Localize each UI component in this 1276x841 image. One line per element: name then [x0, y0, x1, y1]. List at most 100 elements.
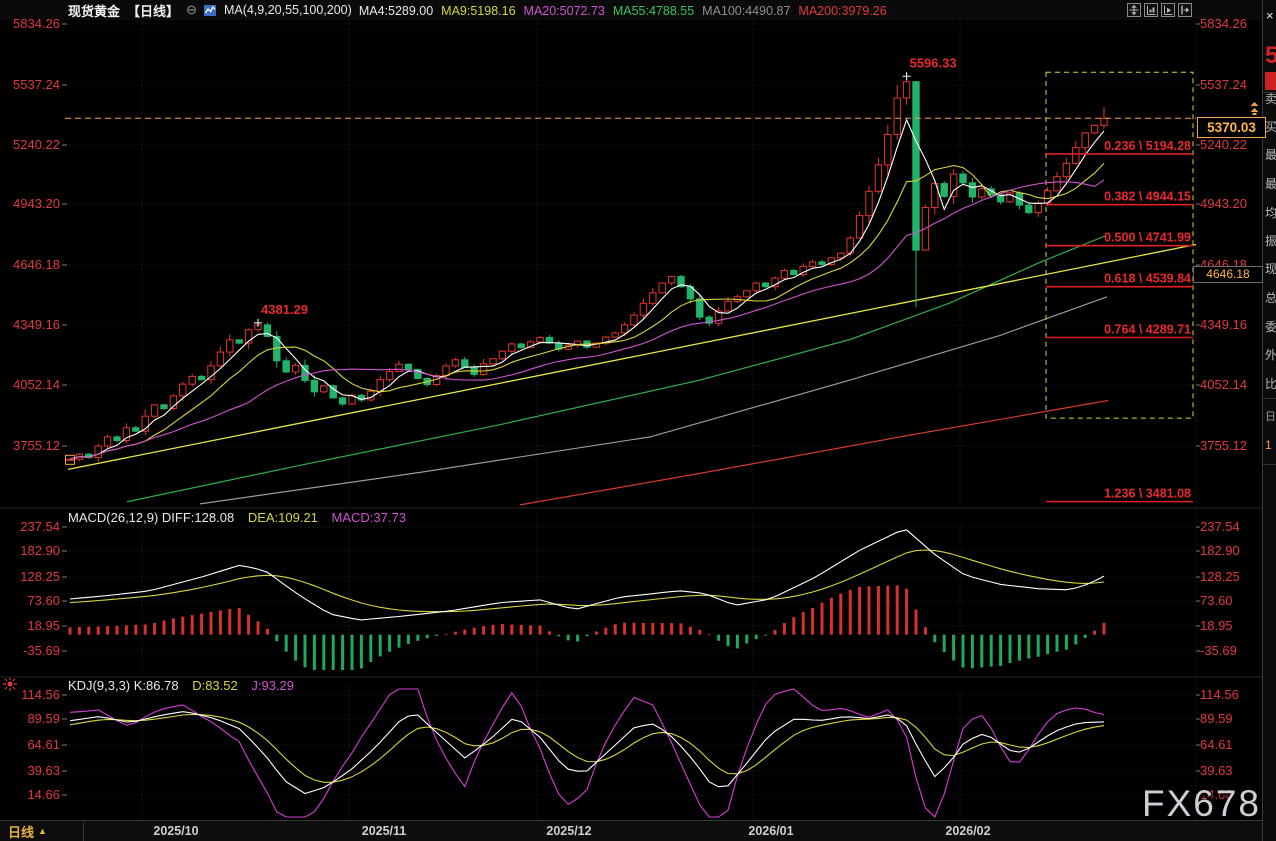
- close-icon[interactable]: ×: [1266, 8, 1274, 23]
- ma-group-label: MA(4,9,20,55,100,200): [223, 3, 352, 17]
- divider: [1263, 92, 1276, 93]
- time-axis-label: 2026/01: [748, 824, 794, 838]
- main-panel: [66, 71, 1196, 506]
- macd-axis-label: 128.25: [20, 569, 60, 584]
- price-up-arrow-icon: [1247, 101, 1262, 121]
- diff-line: [69, 529, 1105, 621]
- macd-dea-value: DEA:109.21: [247, 510, 318, 525]
- price-axis-label: 5240.22: [13, 137, 60, 152]
- kdj-axis-label: 14.66: [27, 787, 60, 802]
- anchor-price-tag: 4646.18: [1193, 266, 1263, 283]
- fib-label: 0.382 \ 4944.15: [1104, 190, 1191, 204]
- high-cross-marker: [902, 72, 911, 81]
- price-axis-label: 5240.22: [1200, 137, 1247, 152]
- ma20-line: [69, 179, 1105, 460]
- price-axis-label: 3755.12: [1200, 438, 1247, 453]
- price-axis-label: 4349.16: [1200, 317, 1247, 332]
- divider: [1263, 464, 1276, 465]
- quote-field-label-clipped: 总: [1265, 291, 1276, 305]
- trendline: [67, 243, 1196, 471]
- axis-pan-icon[interactable]: [1144, 3, 1158, 17]
- kdj-axis-label: 114.56: [1200, 687, 1239, 702]
- ma-values: MA4:5289.00 MA9:5198.16 MA20:5072.73 MA55:4…: [359, 3, 895, 18]
- gridlines: [0, 21, 1262, 819]
- fib-label: 0.764 \ 4289.71: [1104, 322, 1191, 336]
- ma-legend-value: MA9:5198.16: [441, 3, 516, 18]
- macd-axis-label: 73.60: [1200, 593, 1233, 608]
- macd-axis-label: 128.25: [1200, 569, 1240, 584]
- time-axis-label: 2025/12: [546, 824, 592, 838]
- high-price-label: 4381.29: [261, 302, 308, 317]
- kdj-axis-label: 64.61: [27, 737, 60, 752]
- chart-toolbar: [1127, 3, 1192, 17]
- macd-header: MACD(26,12,9) DIFF:128.08 DEA:109.21 MAC…: [68, 510, 416, 525]
- quote-field-label-clipped: 均: [1265, 206, 1276, 220]
- price-axis-label: 4646.18: [13, 257, 60, 272]
- macd-axis-label: -35.69: [1200, 643, 1237, 658]
- collapse-icon[interactable]: ⊖: [186, 2, 197, 17]
- ma-legend-value: MA55:4788.55: [612, 3, 695, 18]
- ma200-line: [519, 399, 1109, 506]
- candles-layer: [66, 72, 1108, 462]
- ma55-line: [126, 235, 1106, 503]
- symbol-title: 现货黄金: [68, 3, 121, 19]
- macd-value: MACD:37.73: [331, 510, 406, 525]
- macd-panel: [68, 529, 1106, 670]
- kdj-axis-label: 114.56: [21, 687, 60, 702]
- macd-axis-label: 237.54: [20, 519, 60, 534]
- quote-field-label-clipped: 现: [1265, 262, 1276, 276]
- quote-field-label-clipped: 外: [1265, 348, 1276, 362]
- goto-latest-icon[interactable]: [1178, 3, 1192, 17]
- quote-field-label-clipped: 最: [1265, 148, 1276, 162]
- price-axis-label: 5537.24: [1200, 77, 1247, 92]
- period-dropdown-arrow: ▲: [38, 826, 47, 836]
- period-selector[interactable]: 日线 ▲: [0, 821, 84, 841]
- divider: [1263, 398, 1276, 399]
- quote-sub-label: 日: [1265, 411, 1276, 423]
- high-price-label: 5596.33: [910, 55, 957, 70]
- fib-levels: 0.236 \ 5194.28 0.382 \ 4944.15 0.500 \ 47…: [65, 55, 1196, 503]
- ma-legend-value: MA20:5072.73: [523, 3, 605, 18]
- macd-axis-label: -35.69: [23, 643, 60, 658]
- last-price-tag: 5370.03: [1197, 117, 1266, 138]
- kdj-axis-label: 14.66: [1200, 787, 1233, 802]
- watermark: FX678: [1142, 783, 1262, 824]
- ma-legend-value: MA4:5289.00: [358, 3, 434, 18]
- period-label: 日线: [8, 824, 35, 840]
- price-axis-label: 5834.26: [13, 16, 60, 31]
- fib-label: 1.236 \ 3481.08: [1104, 487, 1191, 501]
- quote-field-label-clipped: 比: [1265, 377, 1276, 391]
- alert-sun-icon[interactable]: [2, 676, 18, 697]
- period-tag: 【日线】: [127, 3, 180, 19]
- price-axis-label: 3755.12: [13, 438, 60, 453]
- price-axis-label: 5834.26: [1200, 16, 1247, 31]
- price-axis-label: 4052.14: [13, 377, 60, 392]
- chart-type-icon[interactable]: [203, 4, 217, 17]
- ma-legend-value: MA100:4490.87: [702, 3, 791, 18]
- k-line: [69, 711, 1105, 795]
- price-axis-label: 4349.16: [13, 317, 60, 332]
- dea-line: [69, 549, 1105, 613]
- quote-field-label-clipped: 振: [1265, 234, 1276, 248]
- ma-legend-value: MA200:3979.26: [798, 3, 887, 18]
- quote-sub-value: 1: [1265, 438, 1272, 452]
- time-axis-label: 2025/10: [153, 824, 199, 838]
- kdj-j-value: J:93.29: [251, 678, 295, 693]
- ma4-line: [69, 118, 1105, 460]
- price-axis-label: 4943.20: [1200, 196, 1247, 211]
- price-axis-label: 4052.14: [1200, 377, 1247, 392]
- time-axis-label: 2025/11: [361, 824, 407, 838]
- kdj-axis-label: 39.63: [1200, 763, 1233, 778]
- price-axis-label: 5537.24: [13, 77, 60, 92]
- playback-icon[interactable]: [1161, 3, 1175, 17]
- drawing-anchor-handle: [65, 454, 75, 465]
- kdj-panel: [69, 688, 1105, 818]
- kdj-axis-label: 39.63: [27, 763, 60, 778]
- macd-axis-label: 182.90: [1200, 543, 1240, 558]
- macd-axis-label: 73.60: [27, 593, 60, 608]
- move-tool-icon[interactable]: [1127, 3, 1141, 17]
- ma9-line: [69, 163, 1105, 460]
- macd-axis-label: 18.95: [1200, 618, 1233, 633]
- kdj-axis-label: 89.59: [1200, 711, 1233, 726]
